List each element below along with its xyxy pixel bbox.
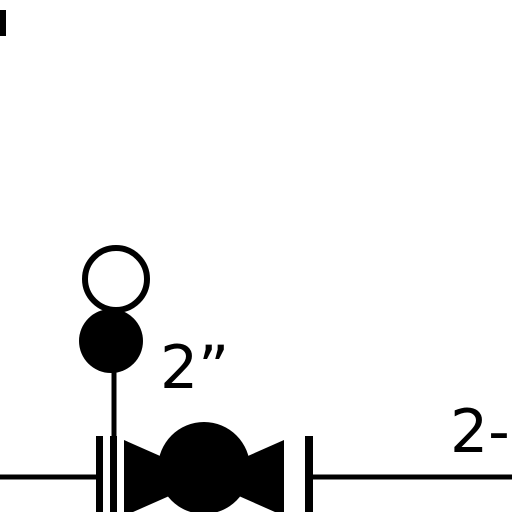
valve-dome bbox=[158, 422, 250, 512]
corner-tick-mark bbox=[0, 10, 6, 36]
flange-icon bbox=[96, 436, 103, 512]
filled-circle-icon bbox=[79, 309, 143, 373]
open-circle-icon bbox=[82, 245, 150, 313]
flange-right bbox=[305, 436, 313, 512]
size-label: 2” bbox=[160, 333, 229, 403]
gate-valve-icon bbox=[124, 422, 284, 512]
pipe-label: 2- bbox=[450, 397, 510, 467]
